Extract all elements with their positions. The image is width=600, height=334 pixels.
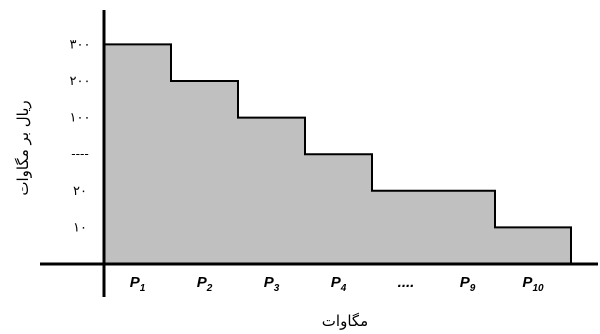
x-category-labels: P1 P2 P3 P4.... P9 P10 (130, 274, 544, 294)
y-tick-label: ۳۰۰ (70, 37, 91, 52)
y-tick-label: ۲۰ (73, 184, 87, 199)
step-line (104, 43, 572, 264)
area-group (104, 43, 572, 265)
x-axis-title: مگاوات (322, 312, 368, 330)
x-category-label: .... (398, 274, 415, 291)
y-tick-label: ۱۰ (73, 220, 87, 235)
x-category-label: P2 (197, 274, 213, 294)
x-category-label: P10 (522, 274, 544, 294)
y-ticks: ۳۰۰ ۲۰۰ ۱۰۰ ---- ۲۰ ۱۰ (70, 37, 91, 235)
x-category-label: P4 (331, 274, 347, 294)
x-category-label: P1 (130, 274, 146, 294)
y-axis-title: ریال بر مگاوات (14, 100, 32, 195)
y-tick-label: ۱۰۰ (70, 111, 91, 126)
x-category-label: P9 (460, 274, 476, 294)
y-tick-label: ۲۰۰ (70, 74, 91, 89)
y-tick-label: ---- (71, 147, 89, 162)
x-category-label: P3 (264, 274, 280, 294)
